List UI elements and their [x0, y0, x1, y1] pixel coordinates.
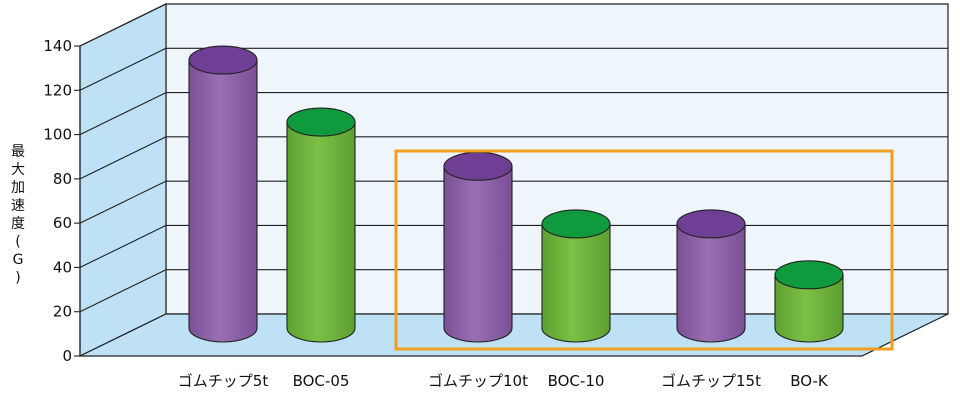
category-label: BO-K — [790, 372, 829, 390]
bar-body — [188, 59, 258, 343]
gridline-side — [79, 3, 167, 47]
gridline-side — [79, 136, 167, 180]
category-label: BOC-10 — [548, 372, 605, 390]
bars — [188, 45, 844, 343]
side-wall — [79, 3, 167, 357]
y-tick-label: 60 — [53, 214, 72, 232]
y-tick-label: 40 — [53, 258, 72, 276]
y-axis-ticks: 0 20 40 60 80 100 120 140 — [43, 37, 80, 365]
highlight-group — [394, 149, 894, 351]
bar-top — [676, 209, 746, 239]
bar-BOC-10 — [541, 209, 611, 343]
y-tick-label: 20 — [53, 303, 72, 321]
bar-top — [541, 209, 611, 239]
category-labels: ゴムチップ5t BOC-05 ゴムチップ10t BOC-10 ゴムチップ15t BO-K — [178, 372, 829, 390]
bar-ゴムチップ10t — [443, 151, 513, 343]
category-label: ゴムチップ15t — [661, 372, 761, 390]
category-label: ゴムチップ5t — [178, 372, 269, 390]
category-label: ゴムチップ10t — [428, 372, 528, 390]
bar-body — [541, 223, 611, 343]
bar-BOC-05 — [286, 107, 356, 343]
y-tick-label: 0 — [62, 347, 72, 365]
bar-BO-K — [774, 260, 844, 343]
bar-ゴムチップ15t — [676, 209, 746, 343]
y-tick-label: 120 — [43, 81, 72, 99]
y-axis-label: 最大加速度(G) — [11, 144, 25, 286]
category-label: BOC-05 — [293, 372, 350, 390]
gridline-side — [79, 92, 167, 136]
highlight-box — [394, 149, 894, 351]
bar-top — [774, 260, 844, 290]
y-tick-label: 80 — [53, 170, 72, 188]
gridline-side — [79, 47, 167, 91]
bar-body — [676, 223, 746, 343]
bar-top — [443, 151, 513, 181]
y-tick-label: 100 — [43, 126, 72, 144]
gridline-side — [79, 224, 167, 268]
bar-top — [188, 45, 258, 75]
y-tick-label: 140 — [43, 37, 72, 55]
bar-body — [286, 121, 356, 343]
gridline-side — [79, 180, 167, 224]
bar-body — [443, 165, 513, 343]
gridline-side — [79, 269, 167, 313]
bar-body — [774, 274, 844, 343]
bar-ゴムチップ5t — [188, 45, 258, 343]
bar-top — [286, 107, 356, 137]
